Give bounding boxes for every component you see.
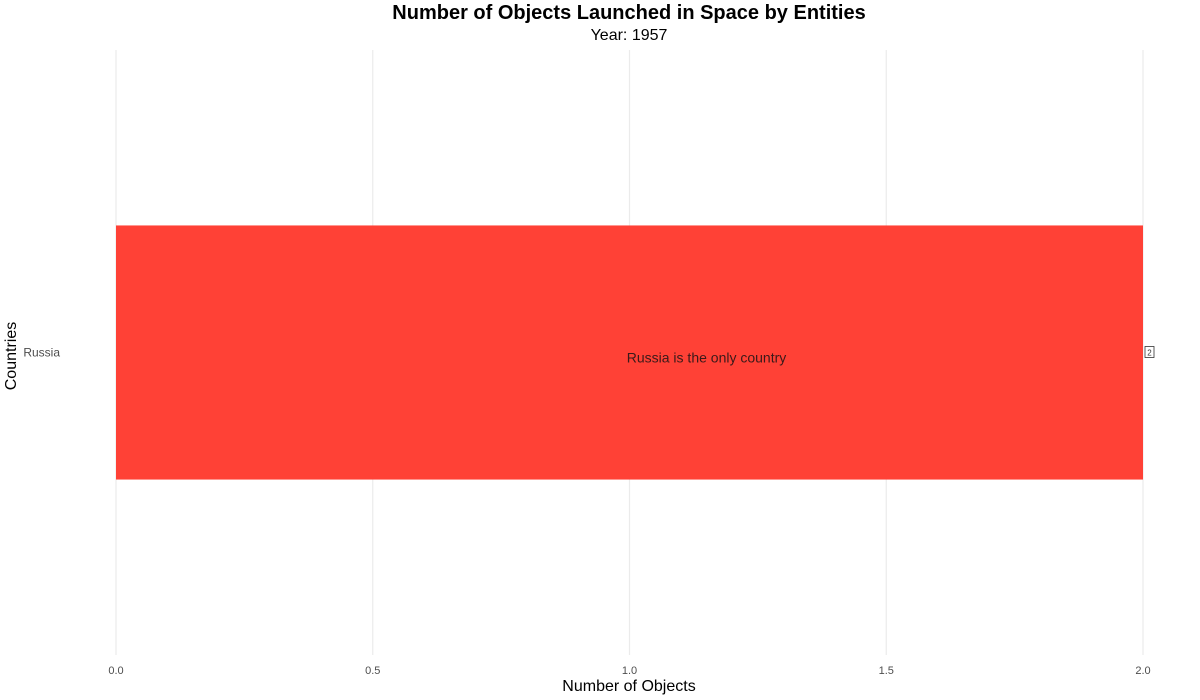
value-label: 2 xyxy=(1144,346,1155,358)
x-tick-label: 0.0 xyxy=(108,665,123,677)
value-label-text: 2 xyxy=(1147,349,1152,358)
y-tick-label: Russia xyxy=(23,346,60,360)
chart-title: Number of Objects Launched in Space by E… xyxy=(392,2,866,24)
x-tick-label: 2.0 xyxy=(1135,665,1150,677)
bar xyxy=(116,225,1143,480)
annotation-text: Russia is the only country xyxy=(627,350,787,366)
value-label-box xyxy=(1144,346,1155,358)
chart-subtitle: Year: 1957 xyxy=(590,27,668,44)
x-tick-label: 0.5 xyxy=(365,665,380,677)
x-tick-label: 1.5 xyxy=(879,665,894,677)
bars xyxy=(116,225,1143,480)
labels: 0.0 0.5 1.0 1.5 2.0 Russia 2 Russia is the only… xyxy=(23,346,1155,677)
x-tick-label: 1.0 xyxy=(622,665,637,677)
x-axis-label: Number of Objects xyxy=(562,678,696,695)
